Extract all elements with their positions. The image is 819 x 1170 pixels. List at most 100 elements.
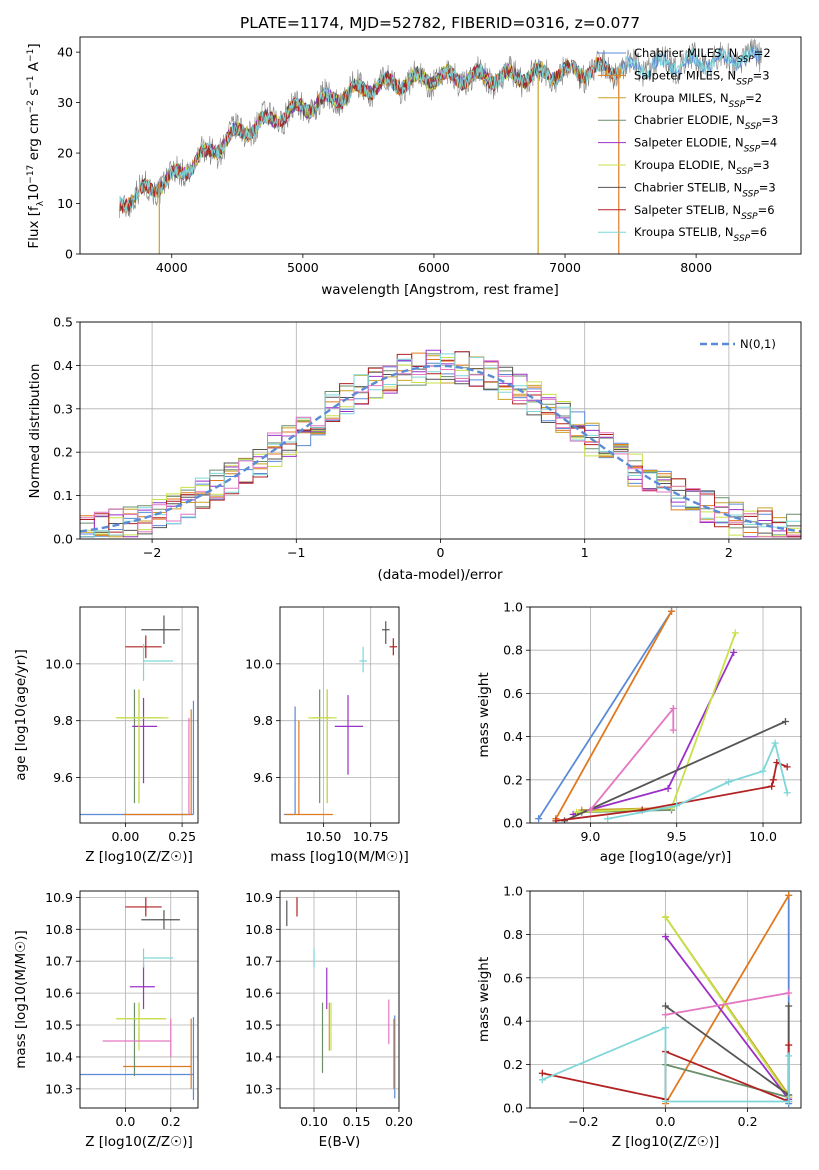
- error-bar-point: [283, 706, 296, 816]
- model-spectrum-line: [158, 61, 539, 199]
- spectrum-xlabel: wavelength [Angstrom, rest frame]: [321, 282, 559, 298]
- axes-frame: [529, 890, 802, 1109]
- weight-marker: [662, 933, 669, 941]
- weight-marker: [783, 763, 791, 771]
- weight-vs-age-panel: 9.0 9.5 10.0 0.0 0.2 0.4 0.6 0.8 1.0 age [log10(a…: [476, 600, 802, 865]
- weight-marker: [538, 1069, 546, 1077]
- x-tick-label: 1: [581, 545, 589, 560]
- x-axis-label: age [log10(age/yr)]: [600, 849, 732, 865]
- histogram-series: [80, 360, 801, 538]
- x-tick-label: 9.0: [580, 829, 600, 844]
- y-axis-label: mass weight: [476, 672, 492, 757]
- x-tick-label: 0.0: [115, 1114, 135, 1129]
- weight-marker: [785, 1097, 793, 1105]
- weight-line: [664, 894, 790, 1105]
- x-tick-label: −0.2: [568, 1114, 598, 1129]
- y-tick-label: 0.4: [503, 1014, 523, 1029]
- weight-series: [662, 989, 793, 1019]
- axes-frame: [79, 321, 802, 540]
- residuals-xlabel: (data-model)/error: [377, 567, 503, 583]
- plot-area: [535, 607, 791, 823]
- axes: 0.00 0.25 9.6 9.8 10.0: [45, 656, 196, 844]
- axes: 9.0 9.5 10.0 0.0 0.2 0.4 0.6 0.8 1.0: [503, 600, 777, 845]
- weight-line: [664, 936, 790, 1100]
- weight-line: [665, 992, 789, 1016]
- axes: −0.2 0.0 0.2 0.0 0.2 0.4 0.6 0.8 1.0: [503, 884, 757, 1130]
- legend-label: Chabrier MILES, NSSP=2: [634, 46, 771, 65]
- spectrum-ylabel: Flux [fλ10−17 erg cm−2 s−1 A−1]: [26, 43, 46, 248]
- y-tick-label: 10.8: [245, 922, 273, 937]
- residuals-ylabel: Normed distribution: [27, 364, 43, 499]
- weight-series: [586, 705, 677, 814]
- y-tick-label: 9.6: [53, 770, 73, 785]
- error-bar-point: [141, 910, 180, 930]
- y-tick-label: 10.0: [45, 656, 73, 671]
- y-tick-label: 0.1: [53, 488, 73, 503]
- gaussian-curve: [80, 364, 801, 533]
- y-tick-label: 10.4: [245, 1049, 273, 1064]
- weight-marker: [668, 607, 676, 615]
- histogram-series: [80, 353, 801, 538]
- weight-series: [552, 607, 676, 823]
- x-tick-label: 4000: [156, 260, 188, 275]
- weight-marker: [768, 782, 776, 790]
- plot-area: [80, 349, 801, 538]
- x-tick-label: 8000: [680, 260, 712, 275]
- weight-series: [552, 759, 791, 823]
- error-bar-point: [142, 948, 174, 968]
- y-tick-label: 0.6: [503, 686, 523, 701]
- axes: −2 −1 0 1 2 0.0 0.1 0.2 0.3 0.4 0.5: [53, 315, 733, 561]
- error-bar-point: [129, 964, 155, 1010]
- plot-area: [283, 621, 398, 816]
- y-tick-label: 30: [57, 95, 73, 110]
- y-axis-label: mass [log10(M/M☉)]: [13, 930, 29, 1069]
- y-tick-label: 9.8: [53, 713, 73, 728]
- legend-label: Chabrier ELODIE, NSSP=3: [634, 113, 778, 132]
- weight-marker: [662, 1011, 669, 1019]
- axes-frame: [279, 606, 400, 824]
- x-axis-label: E(B-V): [319, 1134, 361, 1150]
- weight-marker: [535, 815, 543, 823]
- y-tick-label: 10.0: [245, 656, 273, 671]
- weight-marker: [769, 776, 777, 784]
- error-bar-point: [389, 638, 398, 656]
- y-tick-label: 9.6: [253, 770, 273, 785]
- y-tick-label: 10.7: [245, 954, 273, 969]
- y-tick-label: 0.4: [503, 729, 523, 744]
- weight-marker: [662, 1024, 669, 1032]
- age-vs-mass-panel: 10.50 10.75 9.6 9.8 10.0 mass [log10(M/M☉)]: [245, 606, 409, 865]
- plot-area: [118, 38, 762, 254]
- weight-line: [555, 610, 673, 820]
- legend-label: Salpeter MILES, NSSP=3: [634, 68, 770, 87]
- legend-label: Kroupa ELODIE, NSSP=3: [634, 158, 770, 177]
- weight-line: [564, 720, 786, 822]
- y-tick-label: 10.4: [45, 1049, 73, 1064]
- y-tick-label: 0: [65, 247, 73, 262]
- weight-line: [664, 916, 790, 1098]
- model-spectrum-line: [118, 45, 762, 212]
- weight-marker: [664, 784, 672, 792]
- axes: 0.10 0.15 0.20 10.3 10.4 10.5 10.6 10.7 10.8 10.9: [245, 890, 413, 1129]
- y-tick-label: 10.9: [245, 890, 273, 905]
- weight-marker: [785, 1052, 793, 1060]
- error-bar-point: [141, 615, 180, 644]
- residuals-histogram-panel: −2 −1 0 1 2 0.0 0.1 0.2 0.3 0.4 0.5 N(0,1) (data-mod…: [27, 315, 802, 583]
- x-tick-label: 0.15: [343, 1114, 371, 1129]
- y-tick-label: 0.2: [53, 445, 73, 460]
- weight-marker: [771, 739, 779, 747]
- weight-marker: [785, 1041, 793, 1049]
- x-tick-label: 10.0: [749, 829, 777, 844]
- weight-marker: [725, 778, 733, 786]
- x-tick-label: 6000: [418, 260, 450, 275]
- weight-series: [538, 1024, 793, 1105]
- y-tick-label: 1.0: [503, 884, 523, 899]
- y-tick-label: 10.5: [45, 1018, 73, 1033]
- x-tick-label: 0: [437, 545, 445, 560]
- model-spectrum-line: [118, 57, 618, 213]
- weight-vs-metallicity-panel: −0.2 0.0 0.2 0.0 0.2 0.4 0.6 0.8 1.0 Z [log10(Z/Z…: [476, 884, 802, 1150]
- plot-area: [286, 897, 396, 1099]
- error-bar-point: [116, 1002, 167, 1051]
- weight-marker: [731, 629, 739, 637]
- weight-marker: [783, 789, 791, 797]
- weight-line: [665, 1063, 789, 1099]
